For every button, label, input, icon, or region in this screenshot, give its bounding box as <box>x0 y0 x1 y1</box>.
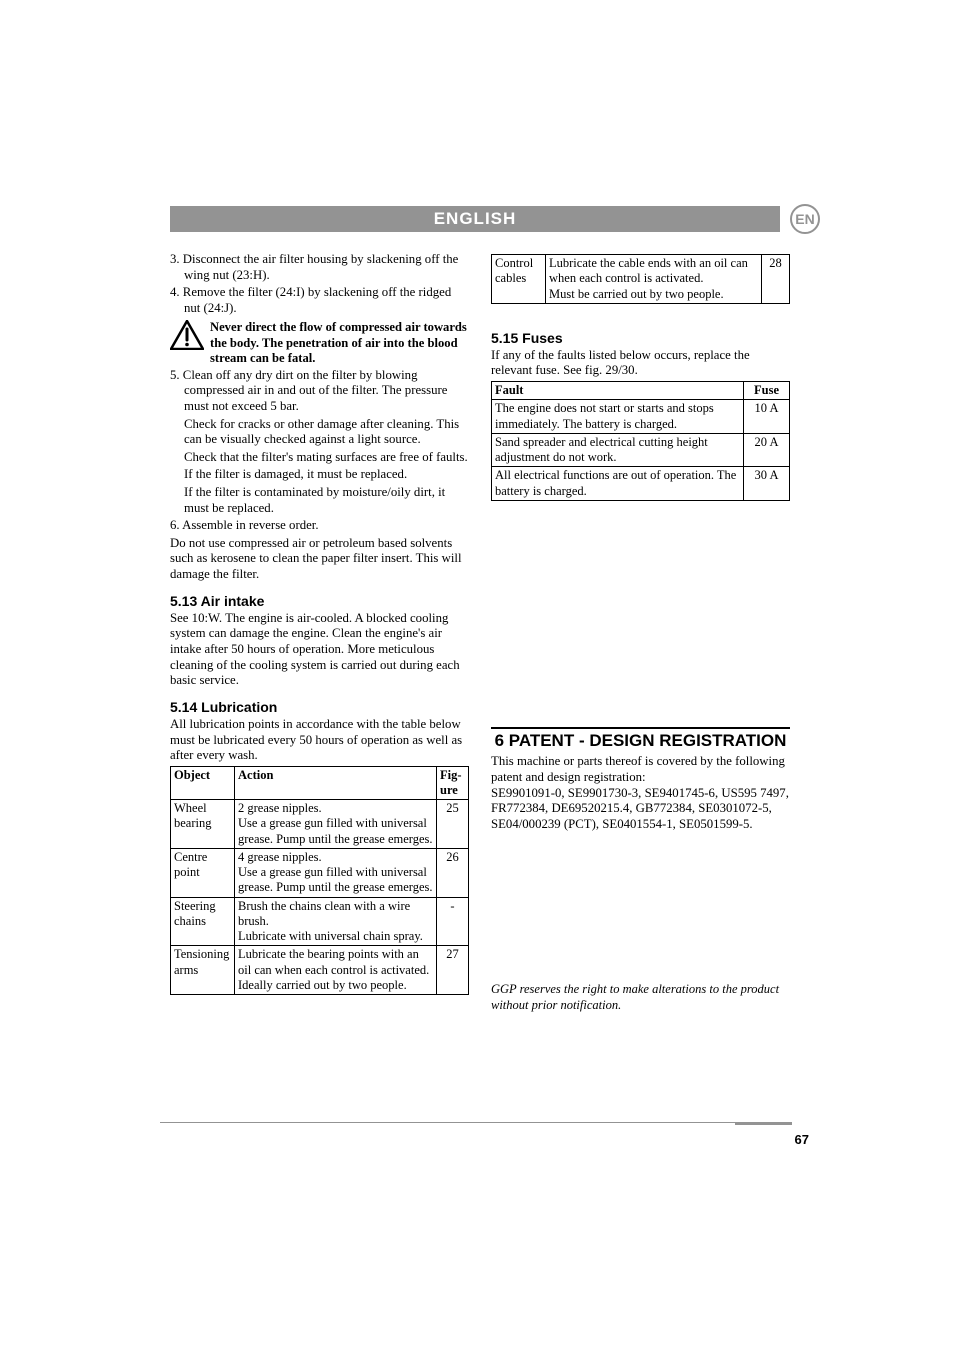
table-row: Control cables Lubricate the cable ends … <box>492 255 790 304</box>
table-row: Centre point 4 grease nipples. Use a gre… <box>171 848 469 897</box>
lube-cell: 25 <box>437 800 469 849</box>
lube-cell: - <box>437 897 469 946</box>
control-cell: Lubricate the cable ends with an oil can… <box>546 255 762 304</box>
left-column: 3. Disconnect the air filter housing by … <box>170 252 469 1015</box>
fuse-cell: 10 A <box>744 400 790 434</box>
page-rule-thick <box>735 1122 792 1125</box>
step-6: 6. Assemble in reverse order. <box>170 518 469 534</box>
warning-icon <box>170 320 204 350</box>
lube-cell: Steering chains <box>171 897 235 946</box>
header-title: ENGLISH <box>434 209 517 229</box>
warning-block: Never direct the flow of compressed air … <box>170 320 469 365</box>
step-4: 4. Remove the filter (24:I) by slackenin… <box>170 285 469 316</box>
section-514-body: All lubrication points in accordance wit… <box>170 717 469 764</box>
step-3: 3. Disconnect the air filter housing by … <box>170 252 469 283</box>
lube-cell: 27 <box>437 946 469 995</box>
content-area: 3. Disconnect the air filter housing by … <box>170 252 790 1015</box>
fuse-table: Fault Fuse The engine does not start or … <box>491 381 790 501</box>
lubrication-table: Object Action Fig- ure Wheel bearing 2 g… <box>170 766 469 996</box>
warning-text: Never direct the flow of compressed air … <box>210 320 469 365</box>
lube-th-object: Object <box>171 766 235 800</box>
step-5d: If the filter is damaged, it must be rep… <box>184 467 469 483</box>
table-row: All electrical functions are out of oper… <box>492 467 790 501</box>
control-cell: 28 <box>762 255 790 304</box>
section-513-head: 5.13 Air intake <box>170 593 469 610</box>
fuse-th-fuse: Fuse <box>744 382 790 400</box>
lube-th-action: Action <box>235 766 437 800</box>
table-row: Steering chains Brush the chains clean w… <box>171 897 469 946</box>
page-number: 67 <box>795 1132 809 1147</box>
lube-cell: Centre point <box>171 848 235 897</box>
footer-note: GGP reserves the right to make alteratio… <box>491 982 790 1013</box>
fuse-cell: 20 A <box>744 433 790 467</box>
chapter-rule <box>491 727 790 729</box>
section-515-body: If any of the faults listed below occurs… <box>491 348 790 379</box>
step-5c: Check that the filter's mating surfaces … <box>184 450 469 466</box>
table-row: Tensioning arms Lubricate the bearing po… <box>171 946 469 995</box>
step-5b: Check for cracks or other damage after c… <box>184 417 469 448</box>
page-rule <box>160 1122 792 1123</box>
chapter-6-body: This machine or parts thereof is covered… <box>491 754 790 832</box>
fuse-cell: Sand spreader and electrical cutting hei… <box>492 433 744 467</box>
lube-cell: 26 <box>437 848 469 897</box>
lube-cell: Wheel bearing <box>171 800 235 849</box>
fuse-cell: 30 A <box>744 467 790 501</box>
table-row: Wheel bearing 2 grease nipples. Use a gr… <box>171 800 469 849</box>
fuse-cell: All electrical functions are out of oper… <box>492 467 744 501</box>
section-515-head: 5.15 Fuses <box>491 330 790 347</box>
chapter-6-head: 6 PATENT - DESIGN REGISTRATION <box>491 731 790 751</box>
paragraph-solvent: Do not use compressed air or petroleum b… <box>170 536 469 583</box>
lube-cell: Brush the chains clean with a wire brush… <box>235 897 437 946</box>
step-5e: If the filter is contaminated by moistur… <box>184 485 469 516</box>
header-bar: ENGLISH <box>170 206 780 232</box>
section-513-body: See 10:W. The engine is air-cooled. A bl… <box>170 611 469 689</box>
lube-cell: Lubricate the bearing points with an oil… <box>235 946 437 995</box>
right-column: Control cables Lubricate the cable ends … <box>491 252 790 1015</box>
table-row: Sand spreader and electrical cutting hei… <box>492 433 790 467</box>
lube-cell: 2 grease nipples. Use a grease gun fille… <box>235 800 437 849</box>
lube-th-figure: Fig- ure <box>437 766 469 800</box>
language-code: EN <box>795 211 814 227</box>
control-cell: Control cables <box>492 255 546 304</box>
fuse-cell: The engine does not start or starts and … <box>492 400 744 434</box>
lube-cell: Tensioning arms <box>171 946 235 995</box>
language-badge: EN <box>790 204 820 234</box>
table-row: The engine does not start or starts and … <box>492 400 790 434</box>
section-514-head: 5.14 Lubrication <box>170 699 469 716</box>
lube-cell: 4 grease nipples. Use a grease gun fille… <box>235 848 437 897</box>
control-cables-table: Control cables Lubricate the cable ends … <box>491 254 790 304</box>
fuse-th-fault: Fault <box>492 382 744 400</box>
step-5a: 5. Clean off any dry dirt on the filter … <box>170 368 469 415</box>
